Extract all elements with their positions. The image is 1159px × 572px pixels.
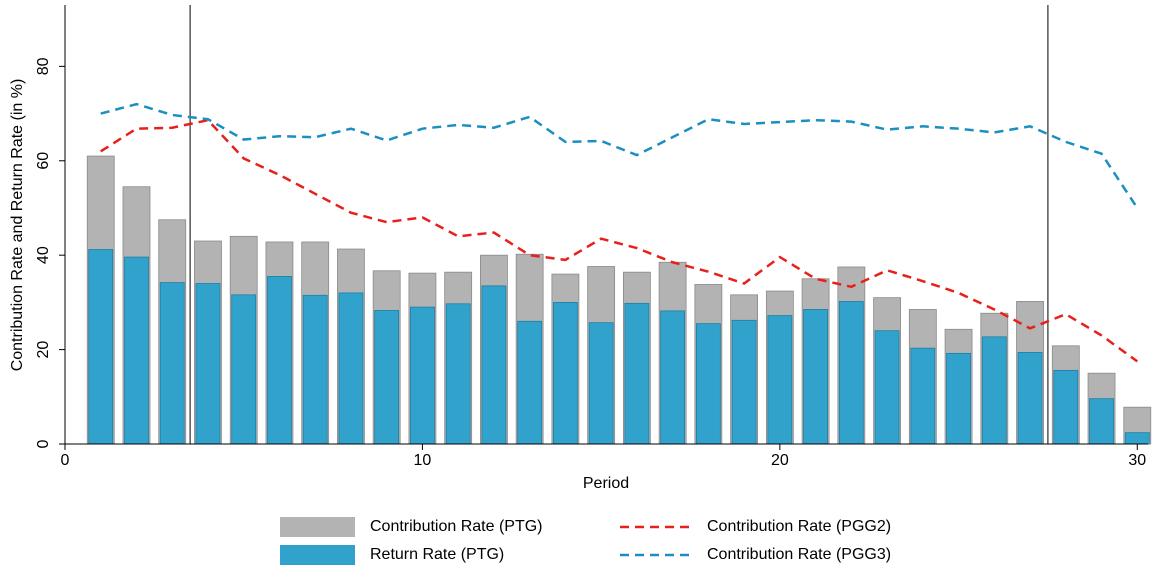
bar xyxy=(302,294,328,445)
y-axis-label: Contribution Rate and Return Rate (in %) xyxy=(9,79,26,372)
line xyxy=(100,118,1139,363)
bar xyxy=(374,310,400,445)
bar xyxy=(1017,352,1043,445)
bar xyxy=(660,310,686,445)
y-tick-label: 40 xyxy=(35,246,52,264)
bar xyxy=(159,282,185,445)
x-tick-label: 20 xyxy=(771,452,789,469)
bar xyxy=(981,336,1007,445)
bar xyxy=(410,306,435,445)
y-tick-label: 0 xyxy=(35,439,52,448)
bar xyxy=(910,347,936,445)
y-tick-label: 80 xyxy=(35,57,52,75)
bar xyxy=(338,292,364,445)
bar xyxy=(838,301,864,445)
bar xyxy=(124,256,149,445)
bar xyxy=(267,276,292,445)
bar xyxy=(88,249,114,445)
legend-label: Contribution Rate (PGG3) xyxy=(707,546,891,563)
bar xyxy=(195,283,221,445)
bar xyxy=(588,322,614,445)
bar xyxy=(445,303,471,445)
legend-label: Return Rate (PTG) xyxy=(370,546,504,563)
legend-swatch xyxy=(280,545,355,565)
y-tick-label: 20 xyxy=(35,341,52,359)
x-tick-label: 0 xyxy=(61,452,70,469)
bar xyxy=(1053,369,1079,445)
bar xyxy=(946,352,971,445)
bar xyxy=(552,301,578,445)
y-tick-label: 60 xyxy=(35,152,52,170)
bar xyxy=(231,294,257,445)
bar xyxy=(767,315,793,445)
bar xyxy=(481,285,507,445)
legend-label: Contribution Rate (PGG2) xyxy=(707,518,891,535)
x-tick-label: 10 xyxy=(414,452,432,469)
line xyxy=(100,102,1139,209)
legend-label: Contribution Rate (PTG) xyxy=(370,518,543,535)
x-axis-label: Period xyxy=(583,475,629,492)
legend-swatch xyxy=(280,517,355,537)
bar xyxy=(695,323,721,445)
x-tick-label: 30 xyxy=(1128,452,1146,469)
bar xyxy=(874,330,900,445)
bar xyxy=(803,309,828,445)
bar xyxy=(731,319,757,445)
bar xyxy=(624,302,650,445)
bar xyxy=(517,320,543,445)
bar xyxy=(1124,432,1150,445)
bar xyxy=(1089,398,1114,445)
